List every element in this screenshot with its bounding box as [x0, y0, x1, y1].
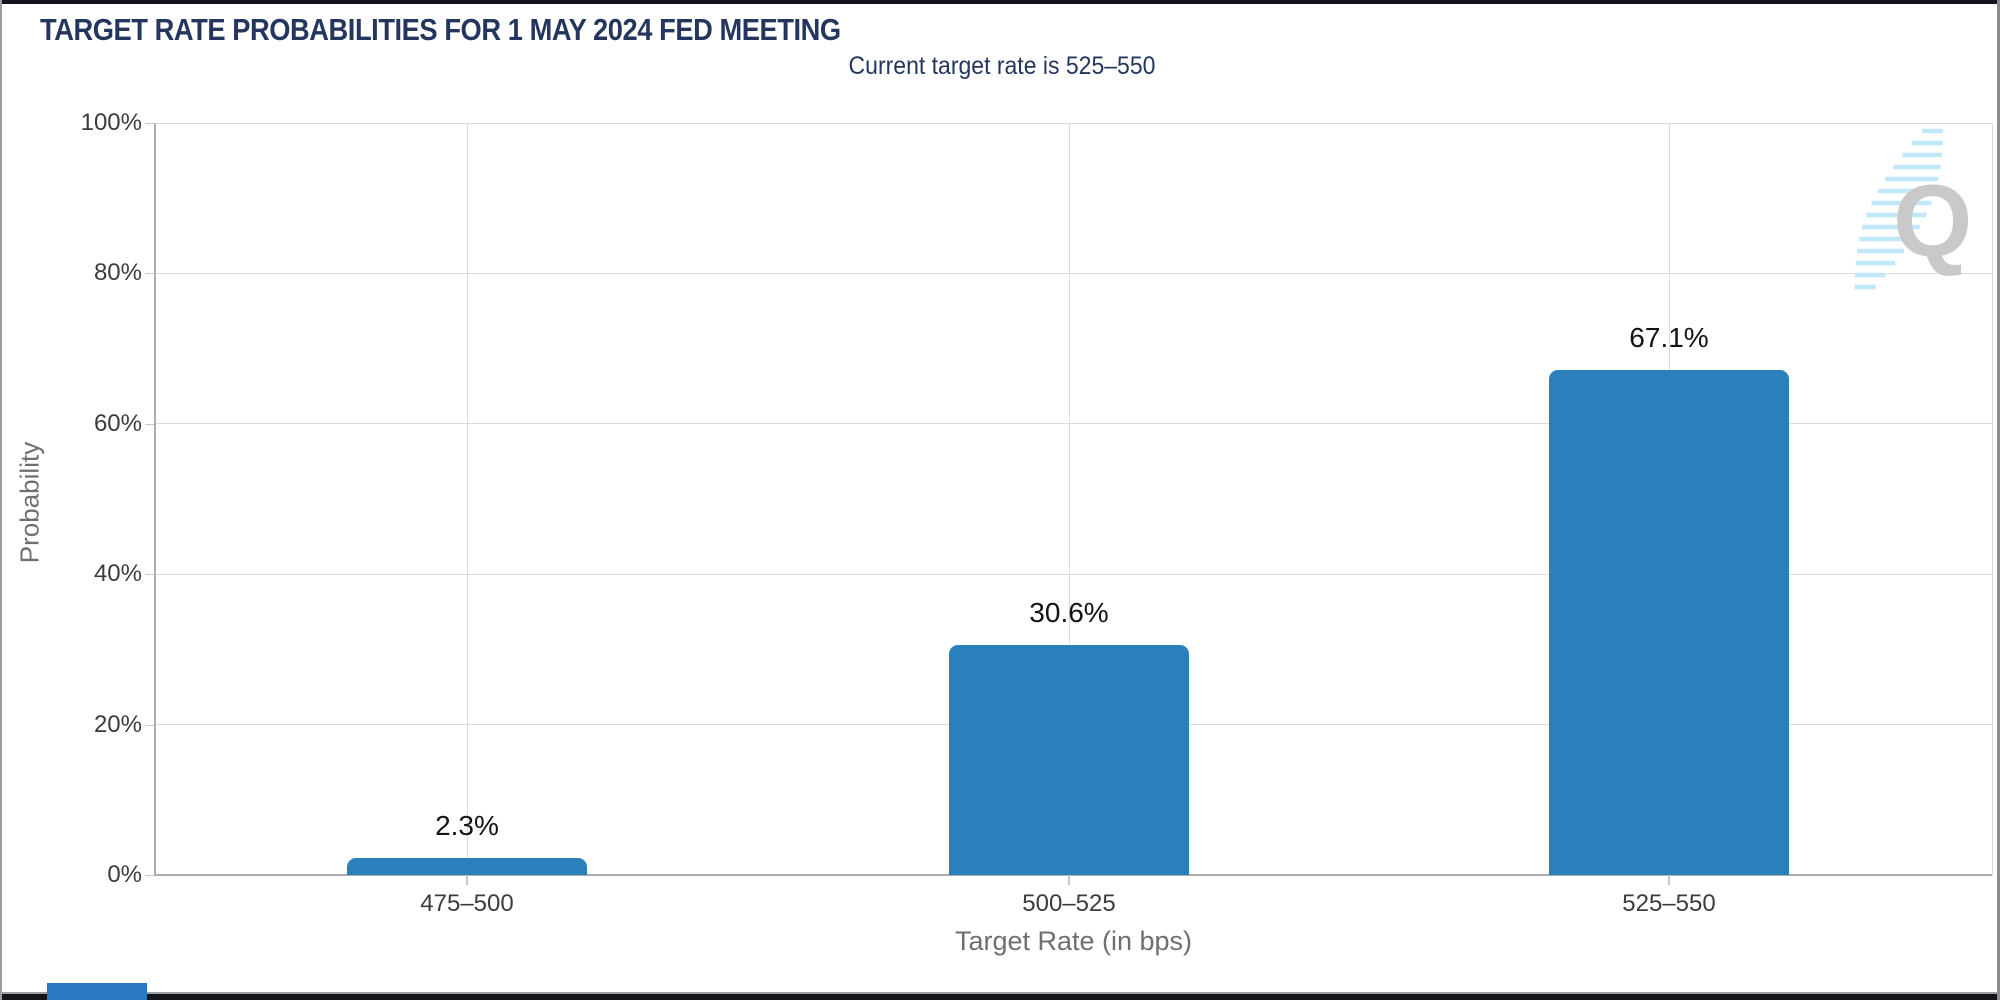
bottom-edge-strip: [2, 994, 1997, 1000]
y-tick-label: 0%: [107, 861, 142, 888]
y-tick-mark: [145, 724, 155, 726]
x-tick-mark: [1068, 875, 1070, 885]
logo-stripes-icon: [1854, 128, 1944, 290]
page-title: TARGET RATE PROBABILITIES FOR 1 MAY 2024…: [40, 12, 841, 47]
bar-value-label: 30.6%: [1029, 596, 1109, 628]
gridline-h: [155, 573, 1992, 575]
bar: [1549, 370, 1789, 875]
bar: [347, 857, 587, 875]
gridline-v: [466, 123, 468, 875]
logo-q-letter: Q: [1893, 164, 1972, 278]
x-tick-mark: [1668, 875, 1670, 885]
y-tick-label: 100%: [80, 109, 142, 136]
y-tick-label: 40%: [93, 560, 142, 588]
chart-subtitle: Current target rate is 525–550: [848, 52, 1156, 80]
x-axis-line: [154, 874, 1992, 876]
bottom-edge-line: [2, 992, 1997, 994]
y-tick-label: 20%: [93, 710, 142, 738]
y-tick-mark: [145, 875, 155, 876]
y-tick-mark: [145, 574, 155, 576]
gridline-h: [155, 122, 1992, 124]
x-axis-title: Target Rate (in bps): [954, 926, 1193, 956]
x-tick-label: 500–525: [1022, 890, 1116, 917]
y-tick-label: 60%: [93, 409, 142, 437]
x-tick-label: 475–500: [420, 890, 514, 917]
y-tick-mark: [145, 273, 155, 275]
bar-value-label: 2.3%: [435, 809, 499, 841]
bar: [949, 644, 1189, 875]
bar-value-label: 67.1%: [1629, 322, 1709, 354]
gridline-v: [1068, 123, 1070, 875]
x-tick-label: 525–550: [1622, 890, 1716, 917]
y-tick-mark: [145, 123, 155, 124]
y-tick-label: 80%: [93, 259, 142, 287]
gridline-h: [155, 272, 1992, 274]
gridline-v: [1991, 123, 1993, 875]
x-tick-mark: [466, 875, 468, 885]
gridline-h: [155, 423, 1992, 425]
y-axis-title: Probability: [14, 441, 45, 564]
bottom-left-accent-bar: [47, 983, 147, 1000]
top-edge-strip: [2, 0, 1997, 4]
y-axis-line: [154, 123, 156, 875]
y-tick-mark: [145, 423, 155, 425]
q-logo-watermark-icon: Q: [1854, 128, 1972, 290]
